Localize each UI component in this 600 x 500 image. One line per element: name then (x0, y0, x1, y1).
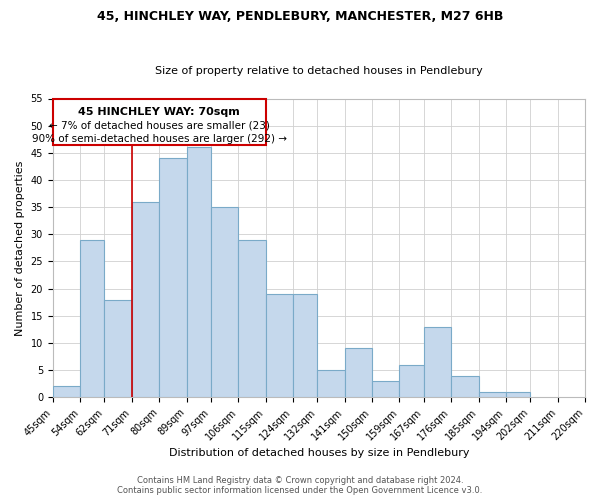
Bar (238, 240, 266, 398)
Bar (479, 392, 506, 398)
Text: ← 7% of detached houses are smaller (23): ← 7% of detached houses are smaller (23) (49, 120, 269, 130)
Bar (451, 376, 479, 398)
Bar (132, 202, 159, 398)
Bar (104, 300, 132, 398)
FancyBboxPatch shape (53, 98, 266, 144)
Bar (506, 392, 530, 398)
Bar (424, 326, 451, 398)
Bar (80, 240, 104, 398)
Bar (400, 364, 424, 398)
Text: 90% of semi-detached houses are larger (292) →: 90% of semi-detached houses are larger (… (32, 134, 287, 144)
Y-axis label: Number of detached properties: Number of detached properties (15, 160, 25, 336)
Bar (372, 381, 400, 398)
Bar (211, 207, 238, 398)
Bar (266, 294, 293, 398)
Bar (317, 370, 345, 398)
Bar (345, 348, 372, 398)
Title: Size of property relative to detached houses in Pendlebury: Size of property relative to detached ho… (155, 66, 483, 76)
Text: 45 HINCHLEY WAY: 70sqm: 45 HINCHLEY WAY: 70sqm (79, 106, 240, 117)
Bar (53, 386, 80, 398)
Bar (159, 158, 187, 398)
Text: 45, HINCHLEY WAY, PENDLEBURY, MANCHESTER, M27 6HB: 45, HINCHLEY WAY, PENDLEBURY, MANCHESTER… (97, 10, 503, 23)
Bar (187, 148, 211, 398)
X-axis label: Distribution of detached houses by size in Pendlebury: Distribution of detached houses by size … (169, 448, 469, 458)
Bar (293, 294, 317, 398)
Text: Contains HM Land Registry data © Crown copyright and database right 2024.
Contai: Contains HM Land Registry data © Crown c… (118, 476, 482, 495)
